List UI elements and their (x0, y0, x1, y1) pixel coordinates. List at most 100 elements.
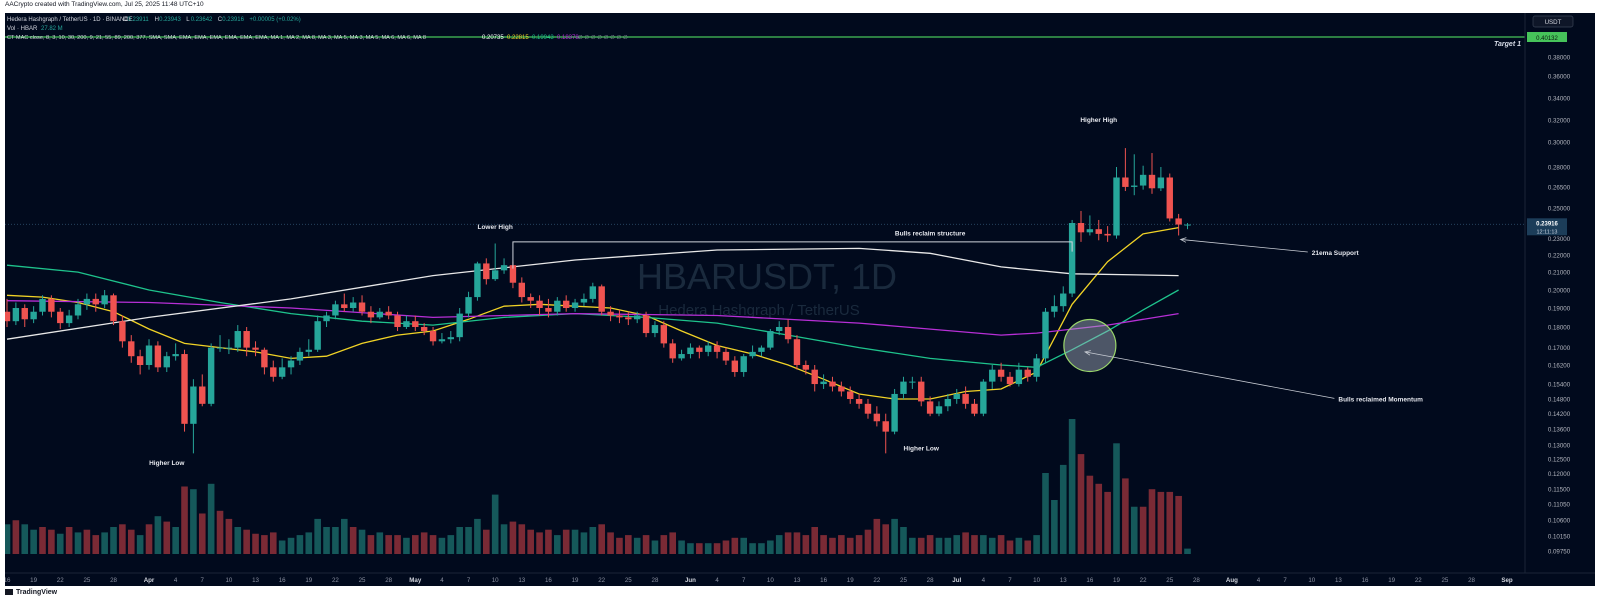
structure-line[interactable] (512, 241, 1073, 269)
candle[interactable] (847, 386, 854, 404)
candle[interactable] (403, 315, 410, 330)
candle[interactable] (625, 311, 632, 326)
candle[interactable] (536, 295, 543, 316)
candle[interactable] (101, 290, 108, 309)
candle[interactable] (216, 335, 224, 352)
candle[interactable] (21, 304, 28, 327)
candle[interactable] (713, 341, 721, 359)
candle[interactable] (554, 297, 561, 316)
candle[interactable] (855, 393, 863, 409)
candle[interactable] (571, 298, 579, 312)
candle[interactable] (1024, 367, 1031, 382)
candle[interactable] (660, 321, 668, 348)
candle[interactable] (199, 374, 206, 407)
currency-button[interactable] (1532, 15, 1574, 28)
candle[interactable] (731, 356, 739, 377)
candle[interactable] (926, 396, 934, 417)
candle[interactable] (234, 325, 241, 352)
candle[interactable] (873, 406, 881, 427)
candle[interactable] (83, 293, 91, 310)
candle[interactable] (1068, 219, 1076, 298)
candle[interactable] (438, 333, 446, 344)
candle[interactable] (278, 358, 286, 380)
candle[interactable] (722, 347, 730, 365)
candle[interactable] (456, 308, 463, 342)
candle[interactable] (128, 335, 135, 363)
candle[interactable] (1113, 167, 1120, 239)
candle[interactable] (154, 341, 162, 373)
candle[interactable] (65, 309, 73, 327)
candle[interactable] (145, 339, 153, 370)
candle[interactable] (296, 347, 304, 365)
candle[interactable] (420, 323, 428, 336)
candle[interactable] (864, 399, 872, 419)
candle[interactable] (749, 345, 756, 359)
candle[interactable] (900, 376, 907, 399)
ma-line-ma-200[interactable] (6, 247, 1179, 340)
candle[interactable] (358, 295, 366, 316)
chart-container[interactable]: HBARUSDT, 1D Hedera Hashgraph / TetherUS … (3, 13, 1595, 586)
candle[interactable] (598, 284, 605, 316)
candle[interactable] (518, 277, 526, 303)
candle[interactable] (92, 293, 99, 312)
chart-canvas[interactable]: HBARUSDT, 1D Hedera Hashgraph / TetherUS … (3, 13, 1595, 586)
candle[interactable] (1051, 295, 1058, 318)
candle[interactable] (953, 388, 960, 404)
candle[interactable] (181, 349, 188, 432)
candle[interactable] (491, 243, 499, 281)
volume-legend-label[interactable]: Vol · HBAR (7, 26, 38, 32)
candle[interactable] (882, 413, 889, 454)
candle[interactable] (3, 298, 11, 327)
candle[interactable] (332, 300, 339, 320)
last-price-tag[interactable] (1527, 218, 1567, 236)
candle[interactable] (110, 293, 117, 326)
candle[interactable] (1006, 372, 1014, 387)
candle[interactable] (1077, 210, 1085, 242)
candle[interactable] (119, 315, 126, 348)
candle[interactable] (447, 331, 454, 344)
candle[interactable] (261, 347, 268, 375)
candle[interactable] (172, 343, 179, 361)
candle[interactable] (802, 360, 810, 375)
candle[interactable] (465, 291, 472, 318)
candle[interactable] (989, 365, 996, 389)
candle[interactable] (705, 341, 712, 357)
candle[interactable] (669, 339, 676, 363)
symbol-line[interactable]: Hedera Hashgraph / TetherUS · 1D · BINAN… (7, 17, 133, 23)
candle[interactable] (758, 345, 765, 357)
candle[interactable] (341, 293, 348, 312)
ma-line-ma-55[interactable] (6, 300, 1179, 336)
candle[interactable] (776, 321, 783, 336)
candle[interactable] (527, 293, 534, 309)
candle[interactable] (1104, 226, 1111, 242)
candle[interactable] (1086, 215, 1094, 236)
candle[interactable] (607, 306, 614, 322)
candle[interactable] (1148, 153, 1156, 194)
candle[interactable] (793, 335, 801, 370)
tradingview-logo[interactable]: TradingView (5, 589, 57, 596)
candle[interactable] (1122, 148, 1129, 192)
ma-line-ema-21[interactable] (6, 264, 1179, 368)
candle[interactable] (909, 376, 916, 389)
candle[interactable] (1131, 154, 1138, 196)
candle[interactable] (57, 308, 64, 330)
candle[interactable] (500, 258, 508, 274)
candle[interactable] (811, 365, 818, 392)
candle[interactable] (562, 295, 570, 312)
candle[interactable] (962, 386, 969, 409)
candle[interactable] (39, 295, 46, 316)
candle[interactable] (784, 319, 792, 344)
candle[interactable] (580, 293, 588, 307)
candle[interactable] (376, 308, 383, 320)
candle[interactable] (243, 327, 250, 357)
candle[interactable] (918, 376, 925, 407)
candle[interactable] (314, 315, 321, 352)
candle[interactable] (838, 381, 845, 397)
candle[interactable] (971, 399, 978, 417)
candle[interactable] (323, 311, 330, 327)
candle[interactable] (1175, 213, 1182, 236)
indicator-legend[interactable]: CT MAC close, 8, 3, 10, 30, 200, 9, 21, … (7, 35, 426, 41)
candle[interactable] (12, 302, 20, 326)
candle[interactable] (1042, 308, 1049, 363)
candle[interactable] (1015, 362, 1023, 387)
